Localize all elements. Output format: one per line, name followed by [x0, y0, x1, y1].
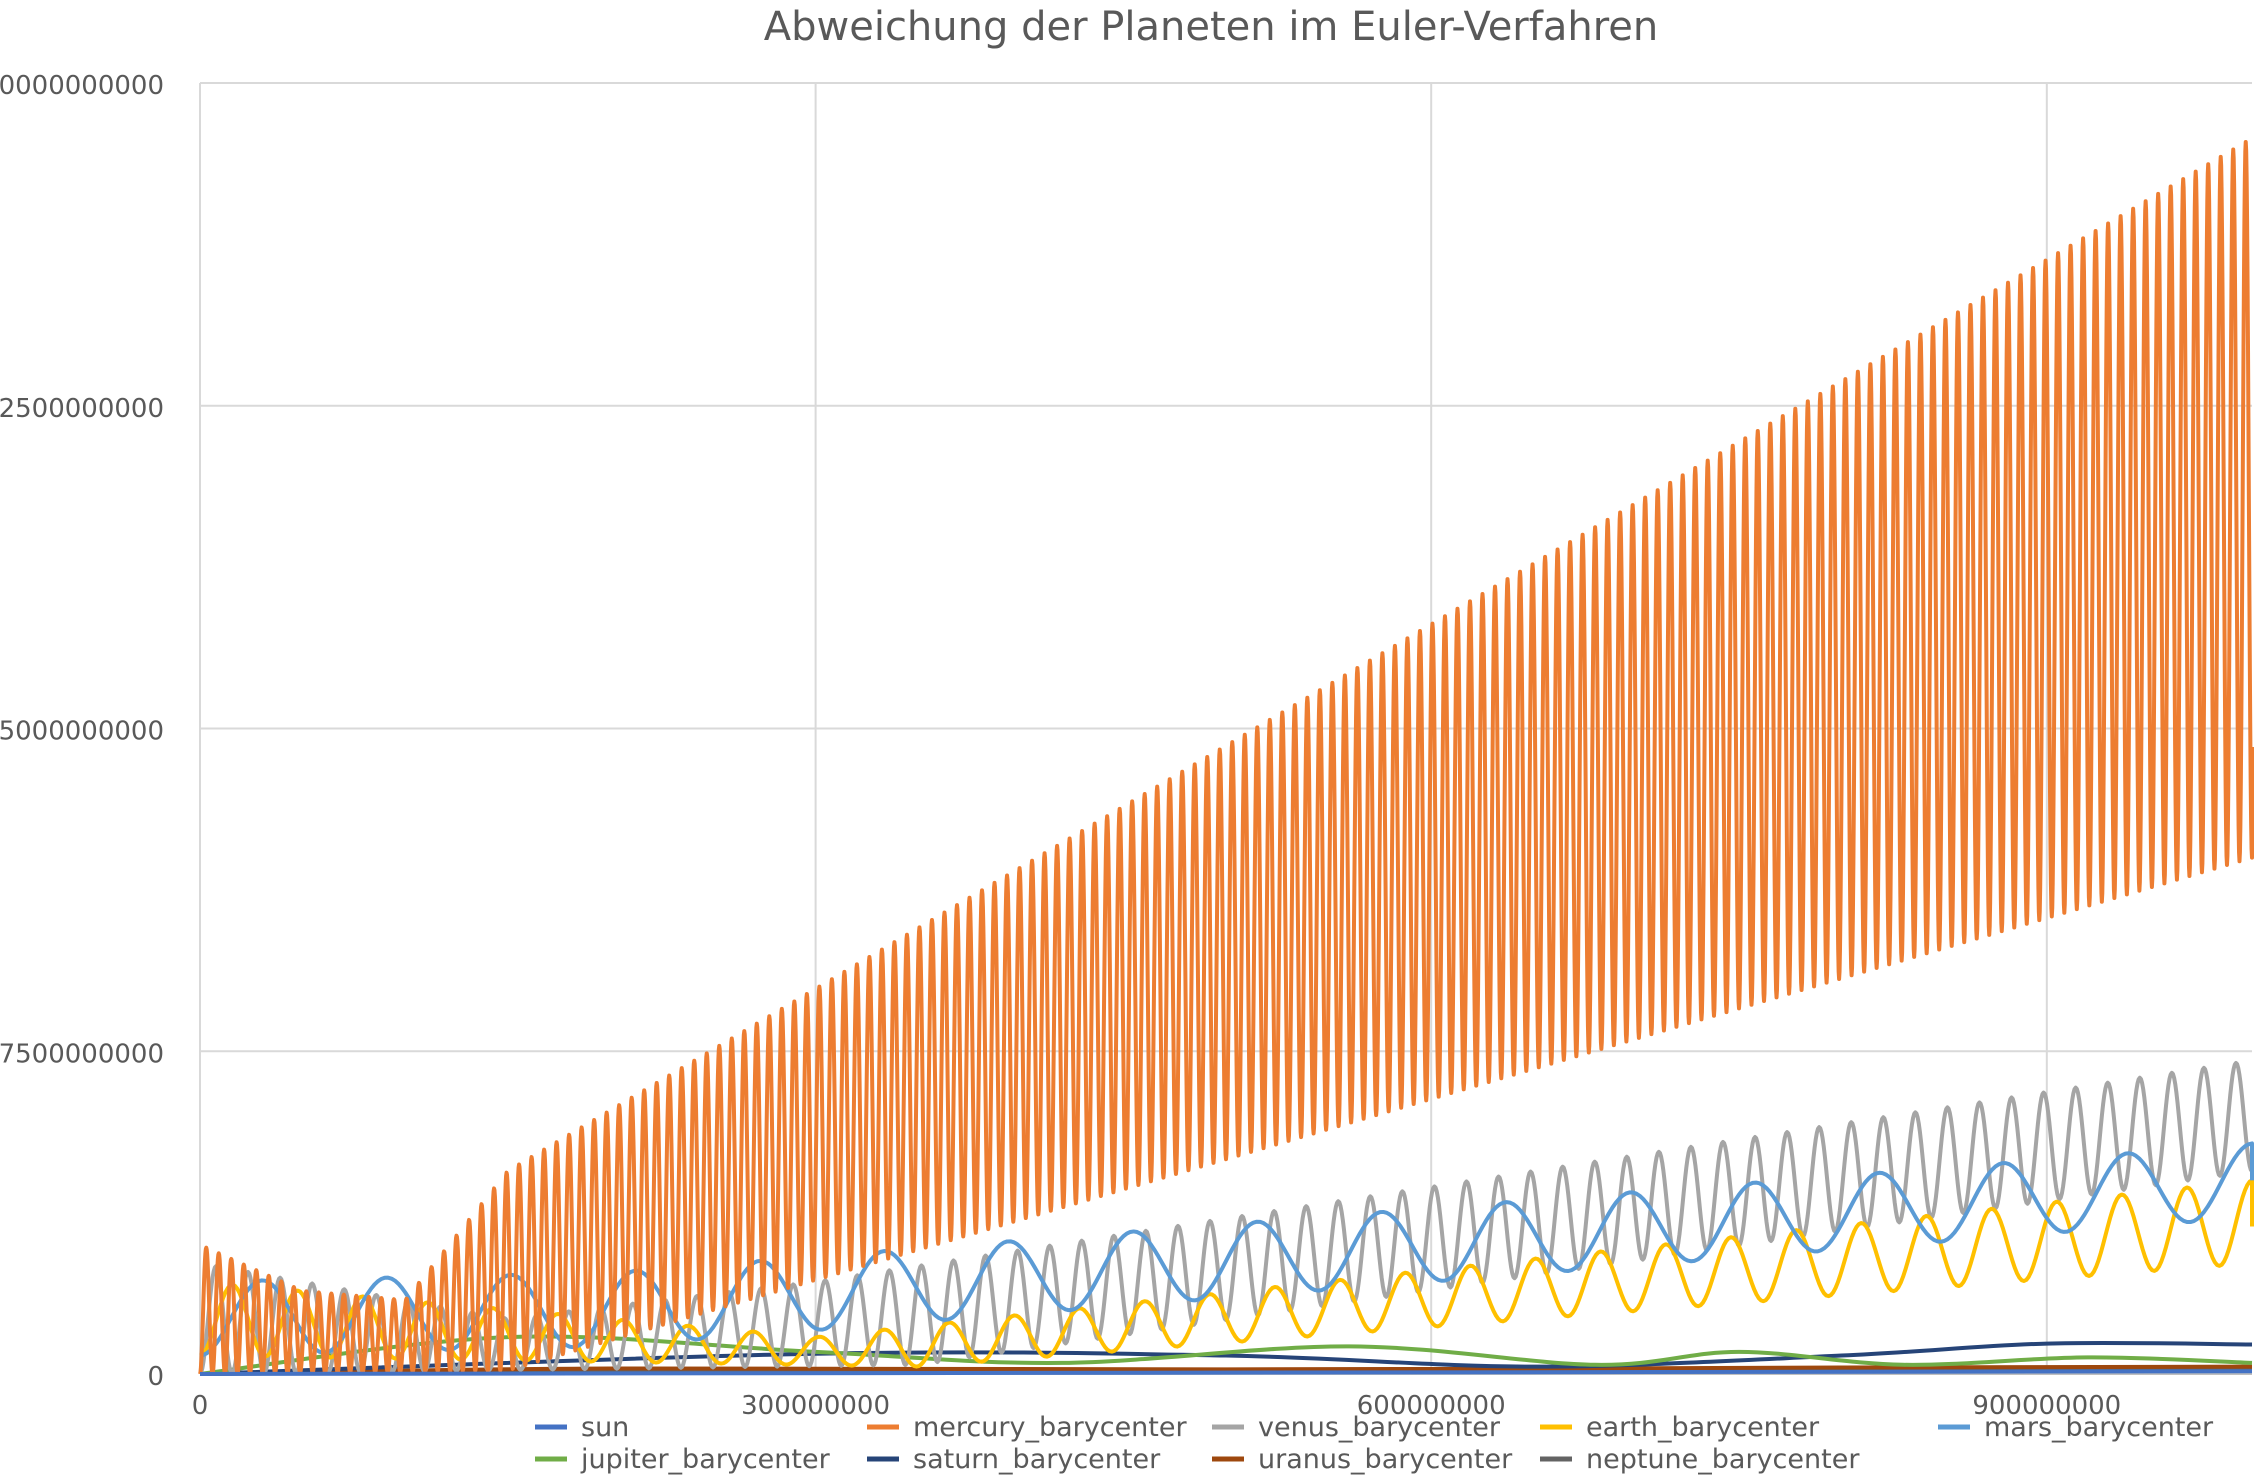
- series-line-uranus-barycenter: [199, 1364, 2253, 1376]
- axis-layer: 0 17500000000 35000000000 52500000000 700000…: [0, 71, 2252, 1421]
- x-tick-label: 300000000: [741, 1391, 890, 1421]
- chart-title: Abweichung der Planeten im Euler-Verfahr…: [763, 4, 1659, 50]
- legend-label: earth_barycenter: [1586, 1412, 1820, 1443]
- series-line-earth-barycenter: [199, 1178, 2254, 1369]
- legend-label: jupiter_barycenter: [580, 1444, 831, 1475]
- legend[interactable]: sun mercury_barycenter venus_barycenter ear…: [535, 1412, 2214, 1475]
- y-tick-label: 35000000000: [0, 717, 164, 747]
- legend-label: mars_barycenter: [1984, 1412, 2214, 1443]
- legend-item-neptune-barycenter[interactable]: neptune_barycenter: [1540, 1444, 1860, 1475]
- y-tick-label: 0: [147, 1362, 164, 1392]
- series-layer: [198, 140, 2254, 1376]
- legend-item-mercury-barycenter[interactable]: mercury_barycenter: [867, 1412, 1187, 1443]
- legend-item-saturn-barycenter[interactable]: saturn_barycenter: [867, 1444, 1161, 1475]
- x-tick-label: 900000000: [1972, 1391, 2121, 1421]
- legend-item-uranus-barycenter[interactable]: uranus_barycenter: [1212, 1444, 1513, 1475]
- legend-item-venus-barycenter[interactable]: venus_barycenter: [1212, 1412, 1501, 1443]
- legend-label: venus_barycenter: [1258, 1412, 1501, 1443]
- legend-item-sun[interactable]: sun: [535, 1412, 629, 1443]
- series-line-sun: [199, 1369, 2253, 1376]
- legend-label: mercury_barycenter: [913, 1412, 1187, 1443]
- legend-item-jupiter-barycenter[interactable]: jupiter_barycenter: [535, 1444, 831, 1475]
- legend-label: neptune_barycenter: [1586, 1444, 1860, 1475]
- legend-label: saturn_barycenter: [913, 1444, 1161, 1475]
- series-line-mars-barycenter: [199, 1141, 2254, 1358]
- y-tick-label: 52500000000: [0, 394, 164, 424]
- legend-label: uranus_barycenter: [1258, 1444, 1513, 1475]
- legend-label: sun: [581, 1412, 629, 1443]
- series-line-jupiter-barycenter: [199, 1334, 2253, 1376]
- y-tick-label: 17500000000: [0, 1039, 164, 1069]
- x-tick-label: 600000000: [1357, 1391, 1506, 1421]
- y-tick-label: 70000000000: [0, 71, 164, 101]
- legend-item-mars-barycenter[interactable]: mars_barycenter: [1938, 1412, 2214, 1443]
- legend-item-earth-barycenter[interactable]: earth_barycenter: [1540, 1412, 1820, 1443]
- x-tick-label: 0: [192, 1391, 209, 1421]
- series-line-mercury-barycenter: [198, 140, 2254, 1376]
